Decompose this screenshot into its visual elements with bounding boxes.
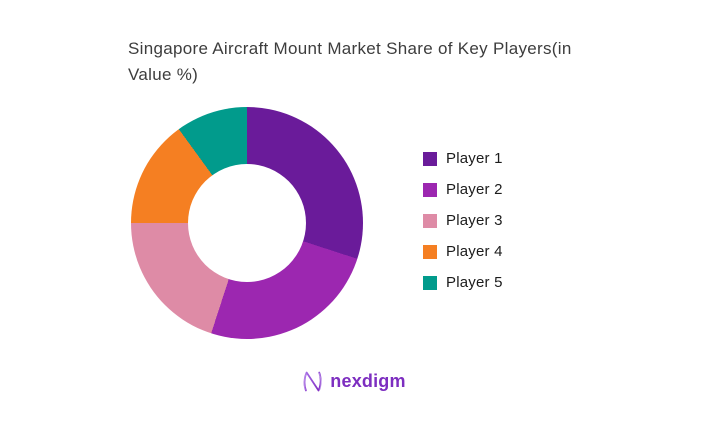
legend-item: Player 2	[423, 174, 503, 205]
nexdigm-logo: nexdigm	[300, 369, 406, 394]
legend-label: Player 3	[446, 212, 503, 229]
legend-item: Player 5	[423, 267, 503, 298]
nexdigm-n-wave-icon	[303, 371, 322, 392]
legend-label: Player 2	[446, 181, 503, 198]
nexdigm-wordmark: nexdigm	[330, 371, 406, 391]
legend-swatch	[423, 244, 437, 259]
legend-label: Player 1	[446, 150, 503, 167]
legend-item: Player 1	[423, 143, 503, 174]
chart-legend: Player 1 Player 2 Player 3 Player 4 Player 5	[423, 143, 503, 298]
legend-swatch	[423, 182, 437, 197]
donut-chart	[131, 107, 363, 339]
legend-item: Player 3	[423, 205, 503, 236]
legend-swatch	[423, 213, 437, 228]
donut-hole	[188, 164, 306, 282]
legend-swatch	[423, 275, 437, 290]
legend-item: Player 4	[423, 236, 503, 267]
legend-label: Player 4	[446, 243, 503, 260]
legend-label: Player 5	[446, 274, 503, 291]
chart-title: Singapore Aircraft Mount Market Share of…	[128, 39, 572, 84]
legend-swatch	[423, 151, 437, 166]
